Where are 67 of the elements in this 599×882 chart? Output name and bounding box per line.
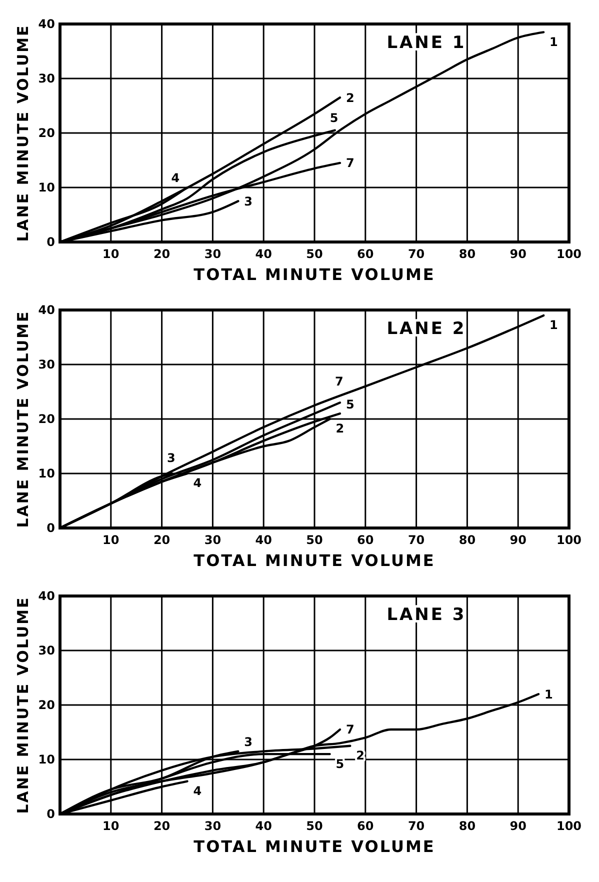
x-tick-label: 80 — [458, 819, 476, 833]
y-tick-label: 20 — [38, 698, 55, 712]
x-tick-label: 20 — [153, 533, 170, 547]
x-tick-label: 20 — [153, 819, 170, 833]
y-tick-label: 20 — [38, 126, 55, 140]
series-label: 3 — [166, 451, 176, 466]
y-tick-label: 10 — [38, 752, 55, 767]
x-tick-label: 10 — [102, 819, 120, 833]
series-label: 5 — [330, 110, 338, 125]
y-tick-label: 20 — [38, 412, 55, 426]
x-tick-label: 30 — [204, 533, 222, 547]
y-tick-label: 40 — [38, 17, 55, 32]
series-label: 4 — [193, 476, 202, 490]
y-axis-title: LANE MINUTE VOLUME — [14, 596, 32, 814]
x-tick-label: 40 — [255, 247, 272, 261]
y-tick-label: 30 — [38, 358, 55, 372]
x-tick-label: 40 — [255, 533, 272, 547]
y-tick-label: 40 — [38, 589, 55, 604]
x-tick-label: 70 — [408, 247, 425, 261]
x-tick-label: 10 — [102, 247, 120, 261]
x-axis-title: TOTAL MINUTE VOLUME — [194, 551, 436, 570]
x-tick-label: 70 — [408, 819, 425, 833]
x-tick-label: 40 — [255, 819, 272, 833]
x-tick-label: 100 — [556, 247, 582, 261]
x-tick-label: 50 — [306, 819, 323, 833]
x-tick-label: 50 — [306, 533, 323, 547]
x-tick-label: 30 — [204, 819, 222, 833]
series-label: 3 — [244, 735, 253, 750]
series-label: 7 — [346, 722, 354, 737]
x-tick-label: 50 — [306, 247, 323, 261]
series-label: 2 — [346, 90, 354, 105]
series-label: 3 — [244, 194, 253, 208]
x-tick-label: 10 — [102, 533, 120, 547]
x-tick-label: 100 — [556, 819, 582, 833]
x-tick-label: 20 — [153, 247, 170, 261]
y-tick-label: 10 — [38, 180, 55, 195]
y-tick-label: 0 — [46, 235, 55, 250]
series-label: 7 — [346, 156, 354, 170]
x-axis-title: TOTAL MINUTE VOLUME — [194, 837, 436, 856]
y-axis-title: LANE MINUTE VOLUME — [14, 24, 32, 242]
x-tick-label: 30 — [204, 247, 222, 261]
series-label: 1 — [544, 687, 553, 702]
x-tick-label: 70 — [408, 533, 425, 547]
x-tick-label: 90 — [510, 247, 526, 261]
series-label: 4 — [171, 171, 180, 186]
series-label: 1 — [550, 318, 558, 332]
series-label: 4 — [193, 784, 202, 798]
x-axis-title: TOTAL MINUTE VOLUME — [194, 265, 436, 284]
x-tick-label: 60 — [357, 247, 374, 261]
y-axis-title: LANE MINUTE VOLUME — [14, 310, 32, 528]
x-tick-label: 80 — [458, 533, 476, 547]
y-tick-label: 10 — [38, 466, 55, 481]
y-tick-label: 40 — [38, 303, 55, 318]
y-tick-label: 0 — [46, 521, 55, 536]
series-label: 2 — [336, 422, 344, 436]
x-tick-label: 60 — [357, 533, 374, 547]
y-tick-label: 30 — [38, 72, 55, 86]
x-tick-label: 80 — [458, 247, 476, 261]
x-tick-label: 90 — [510, 533, 526, 547]
x-tick-label: 60 — [357, 819, 374, 833]
x-tick-label: 90 — [510, 819, 526, 833]
series-label: 1 — [550, 34, 558, 49]
x-tick-label: 100 — [556, 533, 582, 547]
y-tick-label: 0 — [46, 807, 55, 822]
series-label: 7 — [334, 374, 344, 388]
series-label: 5 — [346, 397, 354, 412]
y-tick-label: 30 — [38, 644, 55, 658]
